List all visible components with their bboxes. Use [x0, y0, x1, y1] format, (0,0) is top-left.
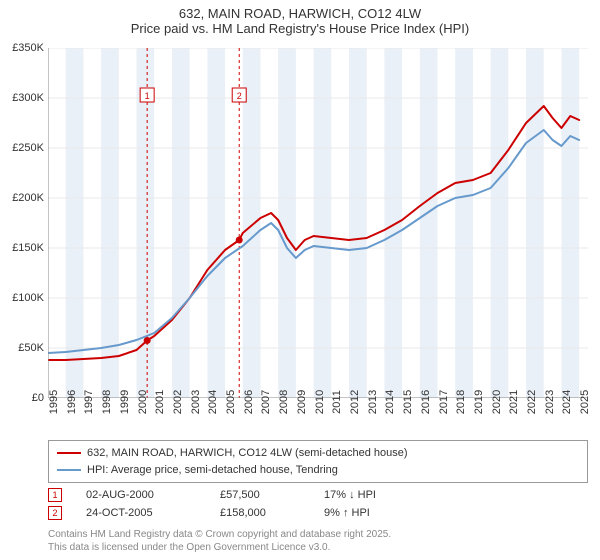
marker-box-2: 2	[48, 506, 62, 520]
chart-area: 12 £0£50K£100K£150K£200K£250K£300K£350K …	[48, 48, 588, 398]
xtick-label: 2021	[508, 390, 520, 414]
transaction-price-1: £57,500	[220, 489, 300, 501]
xtick-label: 1999	[119, 390, 131, 414]
xtick-label: 2007	[260, 390, 272, 414]
ytick-label: £50K	[18, 342, 44, 354]
transaction-diff-1: 17% ↓ HPI	[324, 489, 414, 501]
svg-text:2: 2	[237, 91, 242, 101]
xtick-label: 1995	[48, 390, 60, 414]
xtick-label: 2023	[544, 390, 556, 414]
ytick-label: £300K	[12, 92, 44, 104]
transaction-diff-2: 9% ↑ HPI	[324, 507, 414, 519]
xtick-label: 2022	[526, 390, 538, 414]
xtick-label: 2001	[154, 390, 166, 414]
ytick-label: £350K	[12, 42, 44, 54]
ytick-label: £0	[32, 392, 44, 404]
legend-row-2: HPI: Average price, semi-detached house,…	[57, 462, 579, 479]
xtick-label: 2013	[367, 390, 379, 414]
xtick-label: 2019	[473, 390, 485, 414]
xtick-label: 2004	[207, 390, 219, 414]
xtick-label: 1997	[83, 390, 95, 414]
xtick-label: 1996	[66, 390, 78, 414]
xtick-label: 2020	[491, 390, 503, 414]
xtick-label: 2009	[296, 390, 308, 414]
xtick-label: 2005	[225, 390, 237, 414]
xtick-label: 2012	[349, 390, 361, 414]
title-line1: 632, MAIN ROAD, HARWICH, CO12 4LW	[0, 6, 600, 21]
transaction-date-2: 24-OCT-2005	[86, 507, 196, 519]
footer-line1: Contains HM Land Registry data © Crown c…	[48, 528, 588, 541]
legend-row-1: 632, MAIN ROAD, HARWICH, CO12 4LW (semi-…	[57, 445, 579, 462]
transaction-row-2: 2 24-OCT-2005 £158,000 9% ↑ HPI	[48, 504, 588, 522]
chart-container: 632, MAIN ROAD, HARWICH, CO12 4LW Price …	[0, 0, 600, 560]
legend-label-1: 632, MAIN ROAD, HARWICH, CO12 4LW (semi-…	[87, 445, 408, 462]
xtick-label: 1998	[101, 390, 113, 414]
svg-text:1: 1	[145, 91, 150, 101]
xtick-label: 2014	[384, 390, 396, 414]
xtick-label: 2025	[579, 390, 591, 414]
xtick-label: 2015	[402, 390, 414, 414]
legend-swatch-1	[57, 452, 81, 454]
legend-box: 632, MAIN ROAD, HARWICH, CO12 4LW (semi-…	[48, 440, 588, 483]
xtick-label: 2006	[243, 390, 255, 414]
xtick-label: 2008	[278, 390, 290, 414]
marker-box-1: 1	[48, 488, 62, 502]
xtick-label: 2011	[331, 390, 343, 414]
transaction-rows: 1 02-AUG-2000 £57,500 17% ↓ HPI 2 24-OCT…	[48, 486, 588, 522]
transaction-date-1: 02-AUG-2000	[86, 489, 196, 501]
title-block: 632, MAIN ROAD, HARWICH, CO12 4LW Price …	[0, 0, 600, 38]
xtick-label: 2010	[314, 390, 326, 414]
xtick-label: 2017	[438, 390, 450, 414]
ytick-label: £100K	[12, 292, 44, 304]
footer-line2: This data is licensed under the Open Gov…	[48, 541, 588, 554]
xtick-label: 2000	[137, 390, 149, 414]
legend-swatch-2	[57, 469, 81, 471]
ytick-label: £200K	[12, 192, 44, 204]
ytick-label: £150K	[12, 242, 44, 254]
xtick-label: 2003	[190, 390, 202, 414]
transaction-price-2: £158,000	[220, 507, 300, 519]
title-line2: Price paid vs. HM Land Registry's House …	[0, 21, 600, 36]
xtick-label: 2002	[172, 390, 184, 414]
ytick-label: £250K	[12, 142, 44, 154]
xtick-label: 2018	[455, 390, 467, 414]
chart-svg: 12	[48, 48, 588, 398]
transaction-row-1: 1 02-AUG-2000 £57,500 17% ↓ HPI	[48, 486, 588, 504]
footer: Contains HM Land Registry data © Crown c…	[48, 528, 588, 554]
xtick-label: 2016	[420, 390, 432, 414]
xtick-label: 2024	[561, 390, 573, 414]
legend-label-2: HPI: Average price, semi-detached house,…	[87, 462, 338, 479]
